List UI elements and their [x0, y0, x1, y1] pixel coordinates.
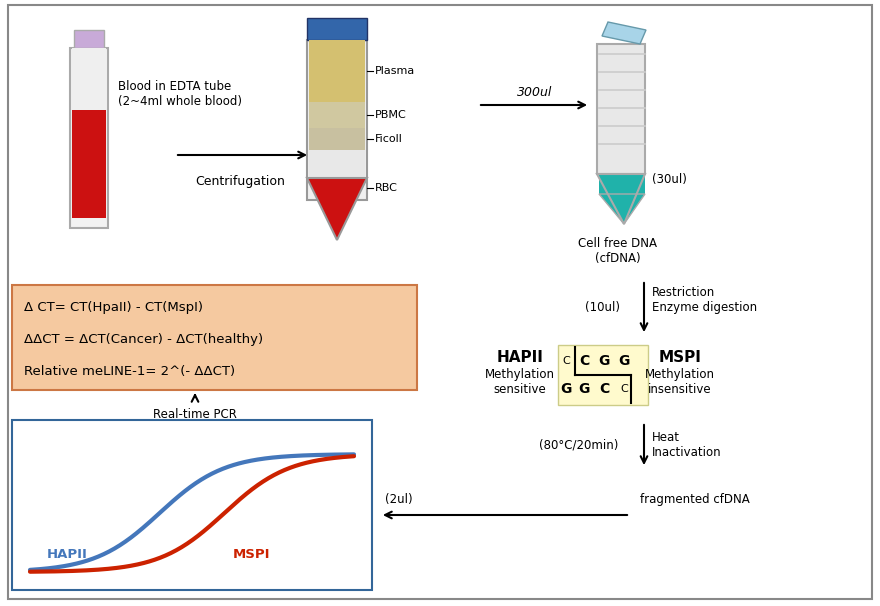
Polygon shape: [602, 22, 646, 44]
FancyBboxPatch shape: [12, 420, 372, 590]
Polygon shape: [74, 30, 104, 48]
Text: Relative meLINE-1= 2^(- ΔΔCT): Relative meLINE-1= 2^(- ΔΔCT): [24, 364, 235, 378]
FancyBboxPatch shape: [309, 150, 365, 178]
Text: Restriction
Enzyme digestion: Restriction Enzyme digestion: [652, 286, 757, 314]
Text: C: C: [579, 354, 589, 368]
Text: Real-time PCR: Real-time PCR: [153, 408, 237, 421]
FancyBboxPatch shape: [70, 48, 108, 228]
Text: RBC: RBC: [375, 183, 398, 193]
Text: Centrifugation: Centrifugation: [195, 175, 285, 188]
FancyBboxPatch shape: [8, 5, 872, 599]
Text: C: C: [599, 382, 609, 396]
Text: C: C: [620, 384, 627, 394]
Text: Plasma: Plasma: [375, 66, 415, 76]
Text: C: C: [562, 356, 570, 366]
Polygon shape: [307, 178, 367, 240]
Text: G: G: [619, 354, 630, 368]
Text: (80°C/20min): (80°C/20min): [539, 439, 618, 451]
Polygon shape: [599, 174, 645, 194]
FancyBboxPatch shape: [72, 110, 106, 218]
Text: ΔΔCT = ΔCT(Cancer) - ΔCT(healthy): ΔΔCT = ΔCT(Cancer) - ΔCT(healthy): [24, 333, 263, 345]
FancyBboxPatch shape: [309, 102, 365, 128]
Text: Ficoll: Ficoll: [375, 134, 403, 144]
FancyBboxPatch shape: [12, 285, 417, 390]
FancyBboxPatch shape: [309, 40, 365, 102]
FancyBboxPatch shape: [558, 345, 648, 405]
Text: Blood in EDTA tube
(2~4ml whole blood): Blood in EDTA tube (2~4ml whole blood): [118, 80, 242, 108]
FancyBboxPatch shape: [597, 44, 645, 174]
FancyBboxPatch shape: [72, 48, 106, 110]
Text: HAPII: HAPII: [47, 548, 87, 562]
Text: G: G: [578, 382, 590, 396]
Text: (2ul): (2ul): [385, 493, 413, 507]
Text: Methylation
sensitive: Methylation sensitive: [485, 368, 555, 396]
Text: (10ul): (10ul): [585, 302, 620, 315]
Text: 300ul: 300ul: [517, 85, 553, 99]
Text: PBMC: PBMC: [375, 110, 407, 120]
Text: (30ul): (30ul): [652, 173, 687, 185]
FancyBboxPatch shape: [307, 40, 367, 200]
Text: Heat
Inactivation: Heat Inactivation: [652, 431, 722, 459]
Polygon shape: [599, 194, 645, 224]
Text: fragmented cfDNA: fragmented cfDNA: [640, 493, 750, 507]
Text: Cell free DNA
(cfDNA): Cell free DNA (cfDNA): [578, 237, 657, 265]
Text: Methylation
insensitive: Methylation insensitive: [645, 368, 715, 396]
FancyBboxPatch shape: [307, 18, 367, 40]
Text: G: G: [598, 354, 610, 368]
Text: Δ CT= CT(HpaII) - CT(MspI): Δ CT= CT(HpaII) - CT(MspI): [24, 301, 203, 313]
Text: MSPI: MSPI: [658, 350, 701, 365]
FancyBboxPatch shape: [309, 128, 365, 150]
Text: G: G: [561, 382, 572, 396]
Text: MSPI: MSPI: [233, 548, 271, 562]
Text: HAPII: HAPII: [496, 350, 544, 365]
